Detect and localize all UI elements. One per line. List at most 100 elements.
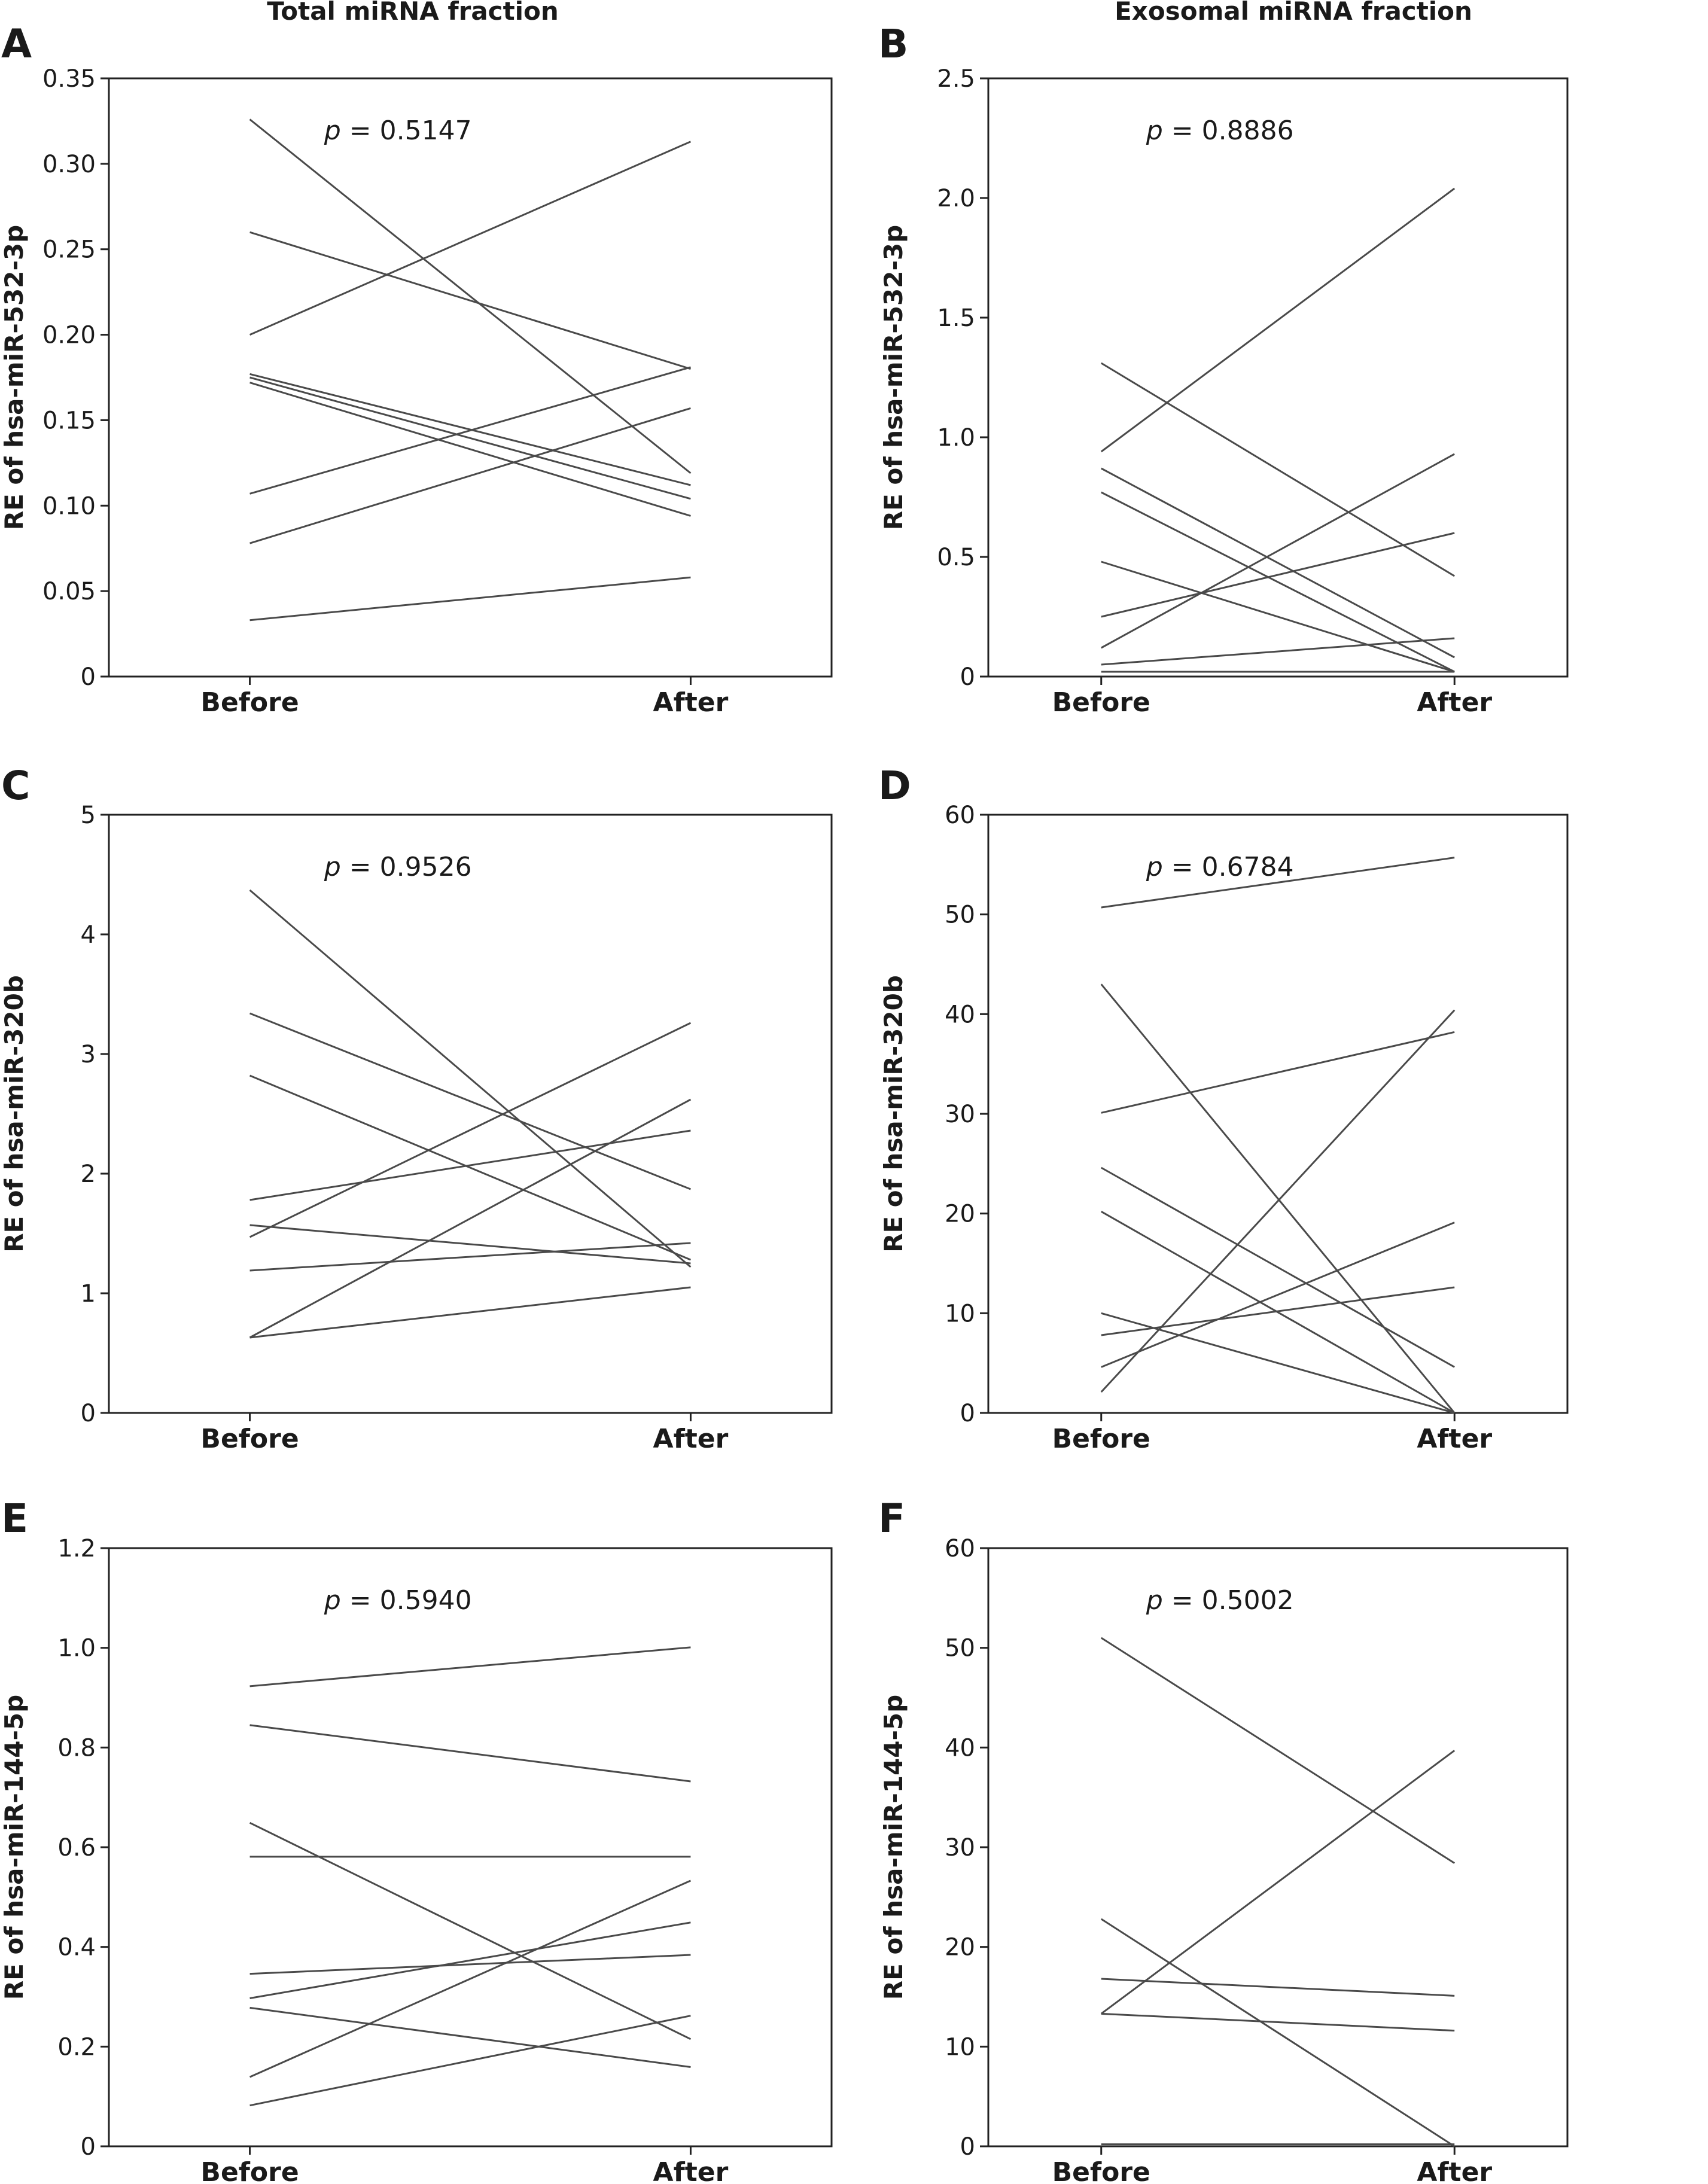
series-line	[249, 1224, 691, 1265]
x-category-label: After	[1417, 687, 1492, 718]
x-category-label: After	[653, 2157, 729, 2184]
p-value: = 0.5002	[1163, 1585, 1294, 1616]
y-tick-label: 20	[945, 1201, 975, 1228]
series-line	[249, 1724, 691, 1783]
y-axis-title: RE of hsa-miR-144-5p	[879, 1695, 908, 2000]
y-tick-label: 0.10	[42, 492, 96, 520]
series-line	[249, 382, 691, 517]
p-value: = 0.6784	[1163, 852, 1294, 882]
p-value: = 0.8886	[1163, 115, 1294, 146]
series-line	[1100, 1637, 1456, 1864]
panel-d: D RE of hsa-miR-320b 0 10 20 30 40 50 60 Before Af…	[878, 763, 1569, 1454]
y-tick-label: 0.15	[42, 407, 96, 434]
p-value-label: p = 0.5147	[324, 115, 472, 146]
y-tick-label: 0.25	[42, 236, 96, 264]
series-line	[1101, 1031, 1455, 1114]
panel-f: F RE of hsa-miR-144-5p 0 10 20 30 40 50 60 Before…	[878, 1495, 1569, 2184]
panel-letter: C	[1, 763, 30, 809]
plot-frame	[987, 1547, 1569, 2148]
y-tick-label: 0.05	[42, 578, 96, 605]
series-line	[1100, 362, 1456, 577]
y-tick-label: 0.20	[42, 322, 96, 349]
series-line	[249, 1821, 692, 2040]
y-tick-label: 50	[945, 901, 975, 929]
series-line	[1101, 1312, 1455, 1414]
y-tick-label: 5	[81, 802, 96, 829]
y-tick-label: 0	[960, 663, 975, 691]
y-tick-label: 3	[81, 1041, 96, 1068]
panel-letter: A	[1, 21, 32, 67]
series-line	[249, 1954, 691, 1975]
series-line	[1100, 1009, 1456, 1393]
y-tick-label: 0.35	[42, 65, 96, 93]
x-category-label: After	[653, 1424, 729, 1454]
panel-letter: E	[1, 1495, 28, 1542]
y-tick-label: 0.8	[57, 1734, 96, 1762]
p-value-label: p = 0.8886	[1146, 115, 1294, 146]
panel-b: B RE of hsa-miR-532-3p 0 0.5 1.0 1.5 2.0 2.5 Bef…	[878, 21, 1569, 718]
x-category-label: Before	[1052, 2157, 1150, 2184]
p-symbol: p	[1146, 1585, 1163, 1616]
x-category-label: Before	[1052, 1424, 1150, 1454]
panel-letter: F	[878, 1495, 905, 1542]
y-axis-title: RE of hsa-miR-532-3p	[0, 225, 29, 530]
y-tick-label: 0.5	[937, 544, 975, 571]
y-tick-label: 20	[945, 1934, 975, 1961]
series-line	[249, 2006, 691, 2068]
y-tick-label: 0	[960, 1400, 975, 1427]
series-line	[1101, 561, 1455, 673]
series-line	[249, 1129, 691, 1201]
series-line	[249, 231, 691, 370]
series-line	[1101, 857, 1455, 909]
y-tick-label: 1.5	[937, 304, 975, 332]
y-tick-label: 0.6	[57, 1834, 96, 1862]
series-line	[1101, 491, 1455, 673]
y-tick-label: 4	[81, 921, 96, 949]
y-tick-label: 30	[945, 1834, 975, 1862]
plot-frame	[108, 77, 833, 678]
series-line	[249, 118, 692, 474]
p-value: = 0.5940	[341, 1585, 472, 1616]
y-tick-label: 10	[945, 1300, 975, 1327]
y-tick-label: 1.0	[937, 424, 975, 452]
y-tick-label: 40	[945, 1734, 975, 1762]
y-tick-label: 2	[81, 1160, 96, 1188]
y-tick-label: 30	[945, 1101, 975, 1128]
p-symbol: p	[324, 852, 341, 882]
series-line	[249, 1286, 691, 1339]
series-line	[249, 366, 691, 495]
series-line	[1101, 453, 1455, 649]
series-line	[249, 407, 691, 544]
panel-a: A RE of hsa-miR-532-3p 0 0.05 0.10 0.15 0.20 0.…	[0, 21, 833, 718]
column-title-exosomal: Exosomal miRNA fraction	[1115, 0, 1472, 26]
y-tick-label: 60	[945, 1535, 975, 1562]
series-line	[249, 1921, 691, 1999]
series-line	[1101, 467, 1455, 659]
x-category-label: Before	[200, 2157, 299, 2184]
series-line	[249, 1022, 692, 1238]
p-symbol: p	[1146, 852, 1163, 882]
series-line	[1101, 637, 1455, 666]
series-line	[1100, 1750, 1456, 2015]
y-tick-label: 1	[81, 1280, 96, 1308]
y-tick-label: 0.4	[57, 1934, 96, 1961]
y-tick-label: 0	[81, 2133, 96, 2161]
series-line	[1100, 187, 1456, 453]
p-value: = 0.5147	[341, 115, 472, 146]
series-line	[1101, 1978, 1455, 1997]
y-tick-label: 0	[81, 663, 96, 691]
series-line	[249, 141, 692, 336]
y-axis-title: RE of hsa-miR-320b	[0, 975, 29, 1253]
y-axis-title: RE of hsa-miR-532-3p	[879, 225, 908, 530]
series-line	[249, 889, 692, 1268]
y-tick-label: 10	[945, 2033, 975, 2061]
y-tick-label: 60	[945, 802, 975, 829]
x-category-label: Before	[200, 1424, 299, 1454]
panel-letter: B	[878, 21, 908, 67]
plot-frame	[108, 1547, 833, 2148]
y-tick-label: 0	[81, 1400, 96, 1427]
series-line	[249, 1242, 691, 1272]
p-value: = 0.9526	[341, 852, 472, 882]
y-tick-label: 0.30	[42, 151, 96, 178]
